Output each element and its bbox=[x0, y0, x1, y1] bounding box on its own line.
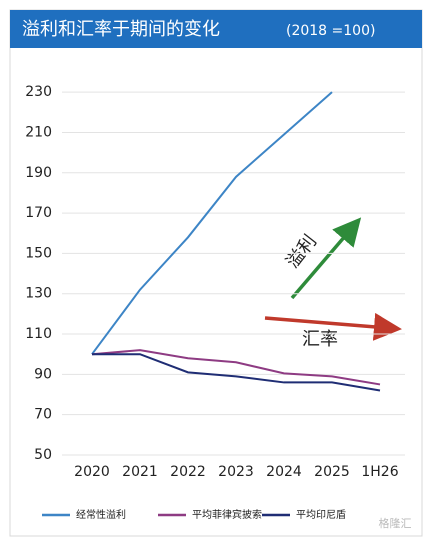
y-tick-label: 230 bbox=[25, 84, 52, 100]
annotation: 汇率 bbox=[302, 329, 338, 350]
chart-title: 溢利和汇率于期间的变化 bbox=[22, 19, 220, 40]
x-tick-label: 2022 bbox=[170, 464, 206, 480]
x-tick-label: 2023 bbox=[218, 464, 254, 480]
series-line bbox=[91, 91, 333, 355]
y-tick-label: 190 bbox=[25, 165, 52, 181]
y-tick-label: 90 bbox=[34, 366, 52, 382]
x-tick-label: 2021 bbox=[122, 464, 158, 480]
annotation: 溢利 bbox=[282, 231, 321, 272]
x-tick-label: 2025 bbox=[314, 464, 350, 480]
title-bar bbox=[10, 10, 422, 48]
series-line bbox=[91, 349, 381, 386]
legend-label: 平均菲律宾披索 bbox=[192, 508, 262, 521]
x-tick-label: 2024 bbox=[266, 464, 302, 480]
y-tick-label: 110 bbox=[25, 326, 52, 342]
chart-subtitle: (2018 =100) bbox=[286, 23, 375, 39]
y-tick-label: 170 bbox=[25, 205, 52, 221]
legend-label: 经常性溢利 bbox=[76, 508, 126, 521]
arrow bbox=[264, 312, 402, 341]
y-tick-label: 210 bbox=[25, 124, 52, 140]
x-tick-label: 2020 bbox=[74, 464, 110, 480]
y-tick-label: 70 bbox=[34, 407, 52, 423]
x-tick-label: 1H26 bbox=[361, 464, 398, 480]
y-tick-label: 150 bbox=[25, 245, 52, 261]
series-line bbox=[92, 353, 381, 392]
y-tick-label: 130 bbox=[25, 286, 52, 302]
frame bbox=[9, 9, 423, 537]
arrow bbox=[290, 217, 362, 300]
y-tick-label: 50 bbox=[34, 447, 52, 463]
watermark: 格隆汇 bbox=[379, 516, 412, 530]
legend-label: 平均印尼盾 bbox=[296, 509, 346, 521]
